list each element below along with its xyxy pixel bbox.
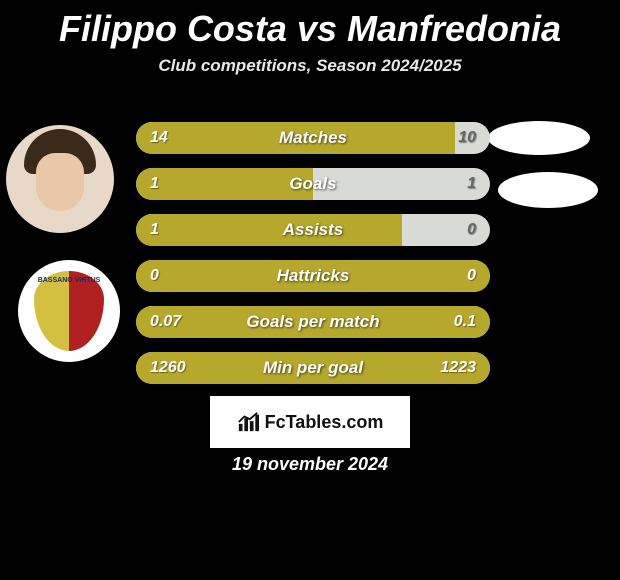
stats-container: 1410Matches11Goals10Assists00Hattricks0.… <box>136 122 490 398</box>
stat-row: 14 10 Matches <box>136 122 490 154</box>
stat-row: 1 1 Goals <box>136 168 490 200</box>
stat-right-value: 0 <box>467 267 476 285</box>
date-label: 19 november 2024 <box>232 454 388 475</box>
stat-right-value: 0 <box>467 221 476 239</box>
stat-left-value: 1260 <box>150 359 186 377</box>
brand-text: FcTables.com <box>265 412 384 433</box>
stat-right-value: 0.1 <box>454 313 476 331</box>
stat-label: Matches <box>279 128 347 148</box>
club-badge-shield: BASSANO VIRTUS <box>34 271 104 351</box>
decorative-pill-2 <box>498 172 598 208</box>
stat-label: Assists <box>283 220 343 240</box>
stat-row: 1 0 Assists <box>136 214 490 246</box>
player-face-placeholder <box>6 125 114 233</box>
stat-row: 0 0 Hattricks <box>136 260 490 292</box>
stat-bar-fill <box>136 214 402 246</box>
stat-label: Goals <box>289 174 336 194</box>
stat-right-value: 10 <box>458 129 476 147</box>
chart-icon <box>237 411 259 433</box>
stat-left-value: 1 <box>150 221 159 239</box>
stat-row: 1260 1223 Min per goal <box>136 352 490 384</box>
club-badge-text: BASSANO VIRTUS <box>34 277 104 284</box>
stat-label: Goals per match <box>246 312 379 332</box>
stat-bar-fill <box>136 168 313 200</box>
stat-left-value: 0.07 <box>150 313 181 331</box>
stat-left-value: 0 <box>150 267 159 285</box>
brand-badge: FcTables.com <box>210 396 410 448</box>
stat-row: 0.07 0.1 Goals per match <box>136 306 490 338</box>
stat-left-value: 1 <box>150 175 159 193</box>
stat-label: Min per goal <box>263 358 363 378</box>
decorative-pill-1 <box>488 121 590 155</box>
stat-label: Hattricks <box>277 266 350 286</box>
page-subtitle: Club competitions, Season 2024/2025 <box>0 56 620 76</box>
stat-right-value: 1223 <box>440 359 476 377</box>
stat-right-value: 1 <box>467 175 476 193</box>
club-badge: BASSANO VIRTUS <box>18 260 120 362</box>
player-avatar <box>6 125 114 233</box>
page-title: Filippo Costa vs Manfredonia <box>0 0 620 50</box>
stat-left-value: 14 <box>150 129 168 147</box>
